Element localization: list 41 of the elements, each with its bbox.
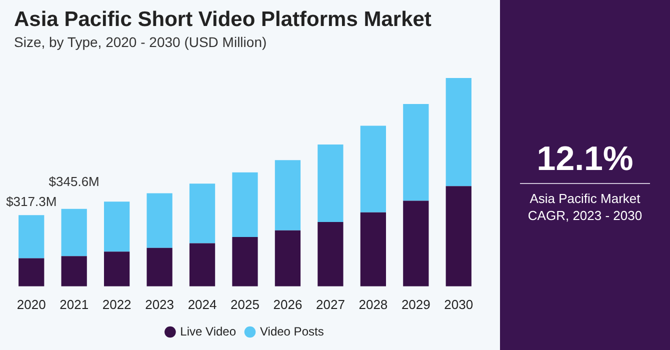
annotation: $345.6M xyxy=(48,174,100,189)
bar xyxy=(446,186,472,286)
x-tick-label: 2028 xyxy=(358,296,388,312)
bar xyxy=(189,184,216,244)
x-tick-label: 2020 xyxy=(16,296,46,312)
bar xyxy=(18,258,44,286)
bar xyxy=(446,78,472,186)
bar xyxy=(189,243,216,286)
x-tick-label: 2025 xyxy=(230,296,260,312)
x-tick-label: 2027 xyxy=(316,296,345,312)
bar xyxy=(104,202,130,252)
chart-subtitle: Size, by Type, 2020 - 2030 (USD Million) xyxy=(14,34,267,50)
x-tick-label: 2021 xyxy=(60,296,89,312)
bar xyxy=(318,222,344,286)
legend-label: Live Video xyxy=(180,324,236,338)
x-tick-label: 2023 xyxy=(145,296,174,312)
legend-label: Video Posts xyxy=(260,324,324,338)
bar xyxy=(104,252,130,286)
bar xyxy=(403,104,429,201)
bar xyxy=(360,212,386,286)
bar xyxy=(146,193,172,248)
x-tick-label: 2029 xyxy=(401,296,430,312)
bar xyxy=(146,248,172,286)
bar xyxy=(274,160,301,230)
bar xyxy=(360,126,386,212)
x-tick-label: 2024 xyxy=(188,296,217,312)
annotation: $317.3M xyxy=(6,194,57,210)
bar xyxy=(232,172,258,238)
bar xyxy=(318,144,344,222)
bar xyxy=(403,200,429,286)
x-tick-label: 2030 xyxy=(444,296,474,312)
x-tick-label: 2026 xyxy=(273,296,302,312)
bar xyxy=(61,256,87,286)
text: 12.1% xyxy=(520,140,650,184)
text: Asia Pacific Market CAGR, 2023 - 2030 xyxy=(526,190,644,224)
bar xyxy=(274,230,301,286)
chart-title: Asia Pacific Short Video Platforms Market xyxy=(14,8,432,32)
x-tick-label: 2022 xyxy=(102,296,132,312)
bar xyxy=(18,215,44,258)
bar xyxy=(232,237,258,286)
bar xyxy=(61,208,87,256)
